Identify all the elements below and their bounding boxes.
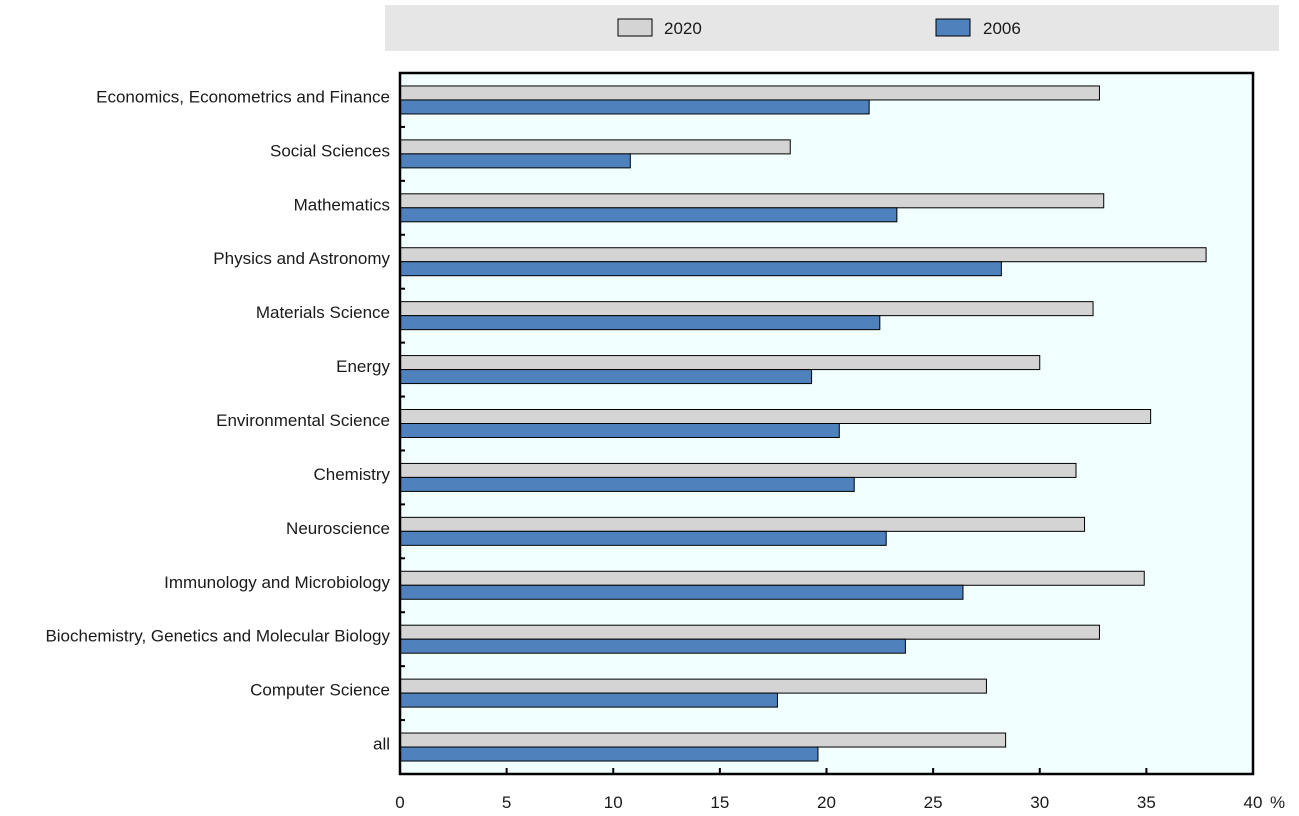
bar-2006-0 (399, 99, 870, 115)
x-tick-label: 10 (604, 793, 623, 812)
bar-2020-6 (399, 409, 1152, 424)
category-label: Environmental Science (216, 411, 390, 430)
x-tick-label: 40 (1244, 793, 1263, 812)
bar-2006-12 (399, 746, 819, 762)
category-label: Social Sciences (270, 141, 390, 160)
x-tick-label: 25 (924, 793, 943, 812)
category-label: Biochemistry, Genetics and Molecular Bio… (45, 627, 390, 646)
bar-2020-11 (399, 678, 987, 694)
legend-background (385, 5, 1279, 51)
bar-2020-10 (399, 624, 1100, 640)
x-axis-unit: % (1270, 793, 1285, 812)
bar-2006-8 (399, 530, 887, 546)
bar-2006-10 (399, 638, 906, 654)
bar-2020-1 (399, 139, 791, 155)
bar-2020-4 (399, 301, 1094, 317)
x-tick-label: 5 (502, 793, 511, 812)
x-axis: 0 5 10 15 20 25 30 35 40 (395, 768, 1262, 812)
category-label: Mathematics (294, 195, 390, 214)
bar-2020-3 (399, 247, 1207, 263)
bar-2020-2 (399, 193, 1105, 209)
legend-label-2020: 2020 (664, 19, 702, 38)
legend-swatch-2020 (617, 18, 653, 37)
x-tick-label: 30 (1030, 793, 1049, 812)
category-label: all (373, 735, 390, 754)
category-label: Computer Science (250, 681, 390, 700)
x-tick-label: 15 (710, 793, 729, 812)
x-tick-label: 35 (1137, 793, 1156, 812)
bar-2006-9 (399, 584, 964, 600)
legend-swatch-2006 (935, 18, 971, 37)
category-label: Neuroscience (286, 519, 390, 538)
category-label: Physics and Astronomy (213, 249, 390, 268)
bar-2020-0 (399, 85, 1100, 101)
category-label: Materials Science (256, 303, 390, 322)
bar-2020-12 (399, 732, 1007, 748)
bar-2020-7 (399, 462, 1077, 478)
bar-2006-1 (399, 153, 631, 169)
category-label: Economics, Econometrics and Finance (96, 87, 390, 106)
bar-2020-8 (399, 516, 1086, 532)
category-label: Energy (336, 357, 390, 376)
plot-frame (398, 71, 1255, 776)
category-label: Chemistry (313, 465, 390, 484)
bar-2006-3 (399, 261, 1002, 277)
x-tick-label: 20 (817, 793, 836, 812)
legend: 2020 2006 (385, 5, 1279, 51)
x-tick-label: 0 (395, 793, 404, 812)
bar-2006-5 (399, 369, 813, 385)
legend-label-2006: 2006 (983, 19, 1021, 38)
bar-2020-9 (399, 570, 1145, 586)
bar-2006-2 (399, 207, 898, 223)
category-labels: Economics, Econometrics and Finance Socia… (45, 72, 405, 754)
bar-2020-5 (399, 355, 1041, 371)
bar-2006-7 (399, 476, 855, 492)
bar-2006-11 (399, 692, 778, 708)
bar-2006-6 (399, 423, 840, 438)
category-label: Immunology and Microbiology (164, 573, 390, 592)
bar-2006-4 (399, 315, 881, 331)
